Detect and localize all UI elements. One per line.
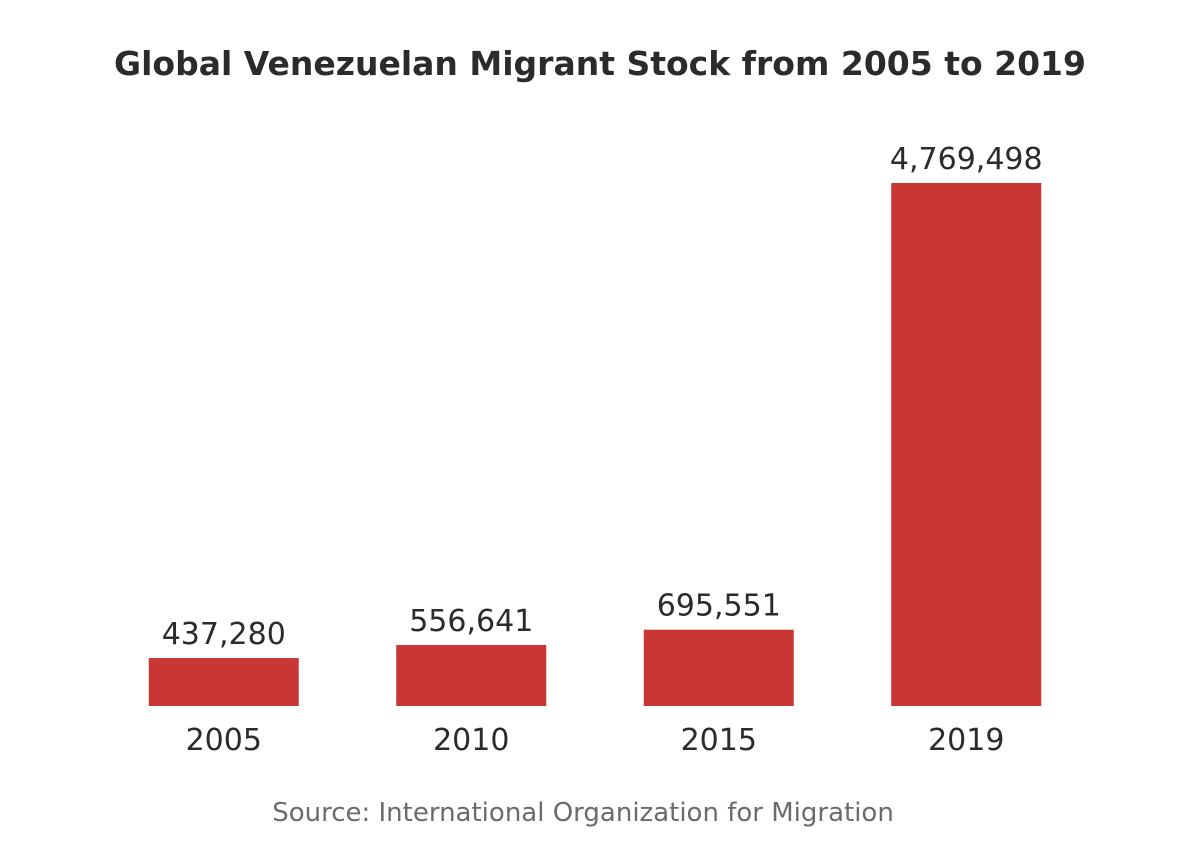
bar-2019 bbox=[891, 183, 1042, 706]
value-label-2005: 437,280 bbox=[162, 617, 286, 652]
value-label-2010: 556,641 bbox=[409, 604, 533, 639]
bar-2005 bbox=[148, 658, 299, 706]
x-tick-label-2005: 2005 bbox=[186, 723, 262, 758]
chart-title: Global Venezuelan Migrant Stock from 200… bbox=[114, 44, 1086, 83]
value-label-2015: 695,551 bbox=[657, 589, 781, 624]
x-tick-label-2010: 2010 bbox=[433, 723, 509, 758]
source-note: Source: International Organization for M… bbox=[272, 798, 894, 828]
x-tick-label-2015: 2015 bbox=[681, 723, 757, 758]
bar-2010 bbox=[396, 644, 547, 706]
value-label-2019: 4,769,498 bbox=[890, 142, 1043, 177]
x-tick-label-2019: 2019 bbox=[928, 723, 1004, 758]
bar-2015 bbox=[643, 629, 794, 706]
